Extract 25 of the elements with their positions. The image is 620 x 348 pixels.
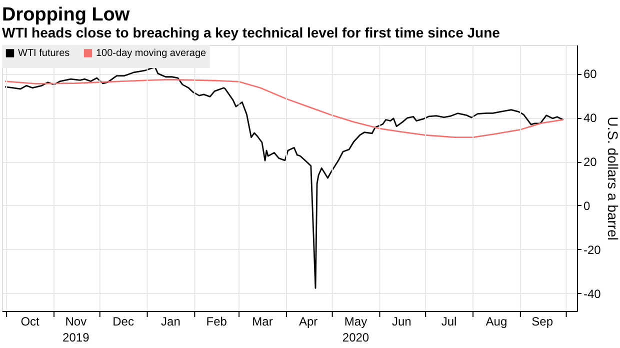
legend-label: WTI futures — [18, 48, 70, 60]
x-tick-label: Sep — [532, 314, 554, 328]
x-tick-label: Apr — [299, 314, 318, 328]
y-tick-label: 20 — [584, 155, 598, 170]
y-tick-label: -40 — [584, 286, 602, 301]
x-tick-label: Oct — [20, 314, 40, 328]
x-tick-label: May 2020 — [342, 314, 370, 344]
x-tick-label: Nov 2019 — [62, 314, 90, 344]
x-tick-label: Jun — [392, 314, 412, 328]
y-tick-label: 60 — [584, 67, 598, 82]
x-tick-label: Jul — [441, 314, 457, 328]
x-tick-label: Mar — [252, 314, 273, 328]
line-series — [4, 66, 564, 289]
x-tick-label: Dec — [112, 314, 134, 328]
x-tick-label: Jan — [161, 314, 180, 328]
y-tick-label: -20 — [584, 242, 602, 257]
x-tick-label: Feb — [206, 314, 228, 328]
y-axis-title: U.S. dollars a barrel — [604, 116, 620, 240]
y-tick-label: 40 — [584, 111, 598, 126]
line-series — [4, 78, 564, 138]
legend-label: 100-day moving average — [96, 48, 207, 60]
x-tick-label: Aug — [486, 314, 508, 328]
y-tick-label: 0 — [584, 198, 590, 213]
chart-subtitle: WTI heads close to breaching a key technical level for first time since June — [2, 24, 500, 40]
chart-title: Dropping Low — [2, 4, 130, 26]
